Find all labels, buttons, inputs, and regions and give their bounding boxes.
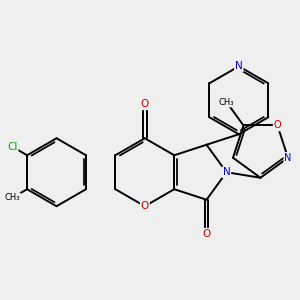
Text: O: O	[274, 121, 281, 130]
Text: N: N	[284, 153, 292, 163]
Text: CH₃: CH₃	[219, 98, 234, 106]
Text: O: O	[141, 201, 149, 211]
Text: N: N	[223, 167, 230, 177]
Text: CH₃: CH₃	[5, 193, 20, 202]
Text: O: O	[141, 99, 149, 109]
Text: N: N	[235, 61, 243, 71]
Text: O: O	[202, 229, 211, 239]
Text: Cl: Cl	[7, 142, 18, 152]
